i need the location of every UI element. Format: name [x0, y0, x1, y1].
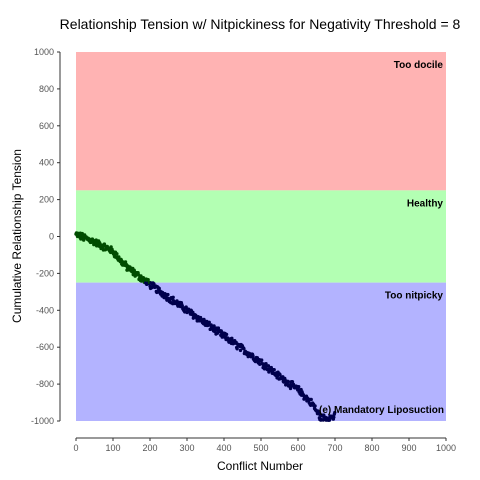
- data-point: [216, 326, 221, 330]
- data-point: [286, 379, 290, 384]
- data-point: [117, 255, 121, 259]
- y-tick-label: 1000: [34, 47, 54, 57]
- y-tick-label: -200: [36, 268, 54, 278]
- data-point: [207, 320, 211, 324]
- data-point: [191, 310, 195, 315]
- annotation-label: (e) Mandatory Liposuction: [319, 405, 444, 416]
- data-point: [115, 252, 119, 256]
- y-tick-label: 800: [39, 84, 54, 94]
- y-tick-label: -600: [36, 342, 54, 352]
- x-tick-label: 800: [364, 443, 379, 453]
- y-tick-label: 0: [49, 232, 54, 242]
- band-label-too-docile: Too docile: [394, 60, 444, 71]
- data-point: [297, 385, 301, 389]
- data-point: [333, 410, 337, 415]
- data-point: [238, 348, 243, 353]
- x-tick-label: 1000: [436, 443, 456, 453]
- band-too-nitpicky: [76, 282, 446, 421]
- data-point: [180, 304, 185, 308]
- data-point: [266, 364, 271, 368]
- data-point: [139, 274, 143, 278]
- plot-area: Too docile Healthy Too nitpicky -1000 -800 -6…: [31, 47, 456, 453]
- x-tick-label: 200: [142, 443, 157, 453]
- x-tick-label: 300: [179, 443, 194, 453]
- data-point: [332, 415, 336, 420]
- y-tick-label: -1000: [31, 416, 54, 426]
- data-point: [224, 332, 229, 337]
- y-tick-label: 200: [39, 195, 54, 205]
- data-point: [171, 295, 175, 300]
- data-point: [150, 285, 154, 289]
- data-point: [146, 278, 150, 282]
- band-label-healthy: Healthy: [407, 198, 444, 209]
- data-point: [251, 354, 255, 358]
- x-tick-label: 100: [105, 443, 120, 453]
- data-point: [259, 358, 264, 362]
- x-tick-label: 900: [401, 443, 416, 453]
- data-point: [157, 286, 161, 291]
- data-point: [123, 260, 128, 264]
- data-point: [272, 368, 276, 372]
- y-tick-label: 600: [39, 121, 54, 131]
- data-point: [166, 292, 170, 297]
- x-tick-label: 500: [253, 443, 268, 453]
- band-label-too-nitpicky: Too nitpicky: [385, 291, 444, 302]
- x-tick-label: 700: [327, 443, 342, 453]
- chart-title: Relationship Tension w/ Nitpickiness for…: [60, 16, 461, 32]
- data-point: [309, 397, 313, 402]
- data-point: [242, 346, 246, 351]
- x-tick-label: 600: [290, 443, 305, 453]
- y-axis-title: Cumulative Relationship Tension: [10, 149, 24, 323]
- y-tick-label: -800: [36, 379, 54, 389]
- data-point: [235, 347, 239, 351]
- x-tick-label: 0: [73, 443, 78, 453]
- data-point: [327, 418, 332, 422]
- y-tick-label: 400: [39, 158, 54, 168]
- y-tick-label: -400: [36, 305, 54, 315]
- x-tick-label: 400: [216, 443, 231, 453]
- data-point: [278, 372, 282, 377]
- data-point: [269, 365, 273, 370]
- band-healthy: [76, 190, 446, 283]
- x-axis-title: Conflict Number: [217, 459, 303, 473]
- band-too-docile: [76, 52, 446, 191]
- data-point: [313, 404, 317, 408]
